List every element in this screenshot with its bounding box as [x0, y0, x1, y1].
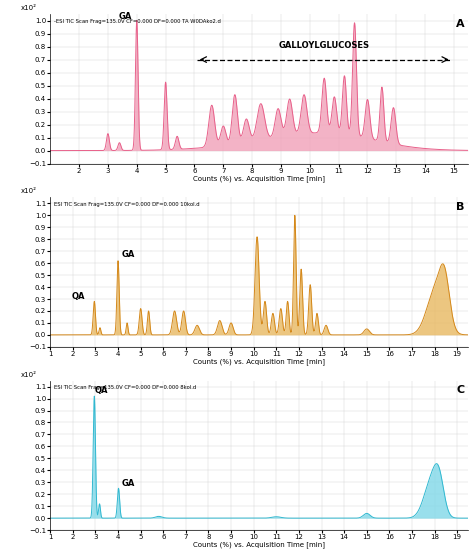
Text: A: A [456, 18, 464, 29]
Text: B: B [456, 202, 464, 212]
Text: x10²: x10² [21, 372, 37, 378]
X-axis label: Counts (%) vs. Acquisition Time [min]: Counts (%) vs. Acquisition Time [min] [193, 358, 325, 365]
X-axis label: Counts (%) vs. Acquisition Time [min]: Counts (%) vs. Acquisition Time [min] [193, 175, 325, 182]
Text: QA: QA [72, 292, 85, 301]
Text: C: C [456, 385, 464, 395]
Text: GA: GA [121, 479, 135, 488]
Text: ESI TIC Scan Frag=135.0V CF=0.000 DF=0.000 8kol.d: ESI TIC Scan Frag=135.0V CF=0.000 DF=0.0… [55, 385, 197, 390]
Text: GA: GA [118, 12, 132, 21]
Text: x10²: x10² [21, 5, 37, 11]
Text: ESI TIC Scan Frag=135.0V CF=0.000 DF=0.000 10kol.d: ESI TIC Scan Frag=135.0V CF=0.000 DF=0.0… [55, 202, 200, 207]
X-axis label: Counts (%) vs. Acquisition Time [min]: Counts (%) vs. Acquisition Time [min] [193, 542, 325, 548]
Text: GA: GA [121, 250, 135, 259]
Text: QA: QA [94, 386, 108, 394]
Text: x10²: x10² [21, 188, 37, 194]
Text: -ESI TIC Scan Frag=135.0V CF=0.000 DF=0.000 TA W0DAko2.d: -ESI TIC Scan Frag=135.0V CF=0.000 DF=0.… [55, 18, 221, 24]
Text: GALLOYLGLUCOSES: GALLOYLGLUCOSES [279, 42, 370, 50]
